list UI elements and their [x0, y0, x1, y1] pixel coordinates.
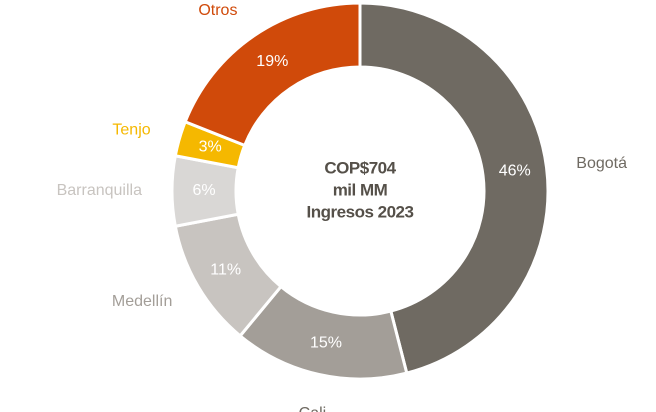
value-label: 3% [199, 139, 222, 156]
center-text: Ingresos 2023 [307, 202, 414, 221]
value-label: 15% [310, 334, 342, 351]
donut-segment [183, 1, 362, 148]
category-label: Medellín [112, 293, 172, 310]
value-label: 6% [192, 182, 215, 199]
center-text: COP$704 [324, 158, 396, 177]
category-label: Barranquilla [57, 182, 142, 199]
value-label: 19% [256, 53, 288, 70]
category-label: Tenjo [112, 121, 150, 138]
donut-segment [358, 1, 550, 375]
category-label: Otros [198, 2, 237, 19]
value-label: 46% [499, 163, 531, 180]
category-label: Bogotá [576, 155, 627, 172]
category-label: Cali [299, 405, 327, 412]
value-label: 11% [210, 262, 241, 279]
center-text: mil MM [333, 180, 388, 199]
